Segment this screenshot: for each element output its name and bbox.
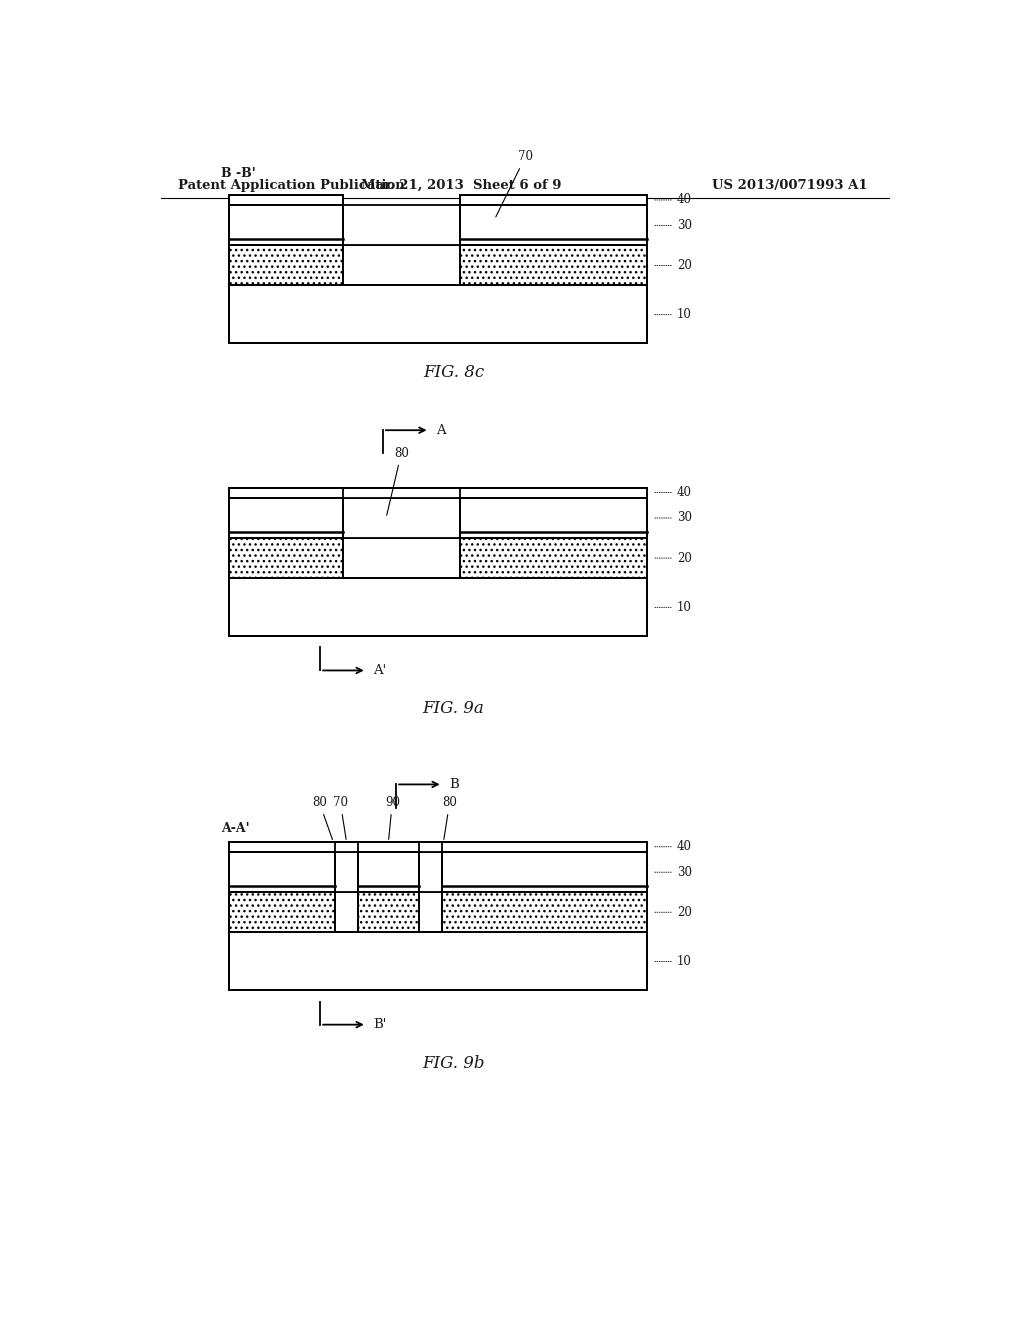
Bar bbox=[419, 853, 442, 892]
Bar bbox=[461, 539, 647, 578]
Bar bbox=[228, 498, 343, 539]
Text: B': B' bbox=[373, 1018, 386, 1031]
Bar bbox=[228, 488, 647, 498]
Text: 20: 20 bbox=[654, 552, 691, 565]
Text: 40: 40 bbox=[654, 841, 691, 853]
Text: Mar. 21, 2013  Sheet 6 of 9: Mar. 21, 2013 Sheet 6 of 9 bbox=[361, 178, 561, 191]
Bar bbox=[228, 246, 343, 285]
Bar bbox=[228, 195, 343, 206]
Text: FIG. 8c: FIG. 8c bbox=[423, 364, 484, 381]
Text: 10: 10 bbox=[654, 308, 691, 321]
Bar bbox=[228, 578, 647, 636]
Bar bbox=[442, 892, 647, 932]
Text: 30: 30 bbox=[654, 866, 691, 879]
Bar bbox=[461, 206, 647, 246]
Bar bbox=[442, 853, 647, 892]
Text: 80: 80 bbox=[442, 796, 457, 840]
Text: FIG. 9b: FIG. 9b bbox=[422, 1055, 484, 1072]
Text: B: B bbox=[449, 777, 459, 791]
Bar bbox=[228, 539, 343, 578]
Text: B -B': B -B' bbox=[221, 168, 256, 181]
Bar bbox=[461, 498, 647, 539]
Bar bbox=[228, 853, 335, 892]
Bar bbox=[461, 246, 647, 285]
Text: 70: 70 bbox=[496, 150, 532, 216]
Text: Patent Application Publication: Patent Application Publication bbox=[178, 178, 406, 191]
Text: 40: 40 bbox=[654, 486, 691, 499]
Text: 10: 10 bbox=[654, 601, 691, 614]
Bar bbox=[461, 195, 647, 206]
Bar bbox=[228, 206, 343, 246]
Bar bbox=[335, 853, 358, 892]
Text: A': A' bbox=[373, 664, 386, 677]
Text: 20: 20 bbox=[654, 259, 691, 272]
Text: A-A': A-A' bbox=[221, 822, 250, 834]
Bar bbox=[343, 246, 461, 285]
Bar bbox=[228, 842, 647, 853]
Bar bbox=[419, 892, 442, 932]
Bar bbox=[335, 892, 358, 932]
Text: 40: 40 bbox=[654, 194, 691, 206]
Text: 80: 80 bbox=[387, 446, 409, 515]
Text: 80: 80 bbox=[312, 796, 333, 840]
Bar bbox=[228, 932, 647, 990]
Text: 30: 30 bbox=[654, 219, 691, 232]
Bar bbox=[358, 892, 419, 932]
Bar bbox=[343, 206, 461, 246]
Text: A: A bbox=[435, 424, 445, 437]
Bar bbox=[228, 285, 647, 343]
Text: 30: 30 bbox=[654, 511, 691, 524]
Text: FIG. 9a: FIG. 9a bbox=[423, 701, 484, 718]
Text: 70: 70 bbox=[333, 796, 348, 840]
Text: 10: 10 bbox=[654, 954, 691, 968]
Text: 90: 90 bbox=[385, 796, 399, 840]
Bar bbox=[343, 539, 461, 578]
Bar bbox=[358, 853, 419, 892]
Bar bbox=[343, 498, 461, 539]
Text: 20: 20 bbox=[654, 906, 691, 919]
Bar bbox=[228, 892, 335, 932]
Text: US 2013/0071993 A1: US 2013/0071993 A1 bbox=[713, 178, 868, 191]
